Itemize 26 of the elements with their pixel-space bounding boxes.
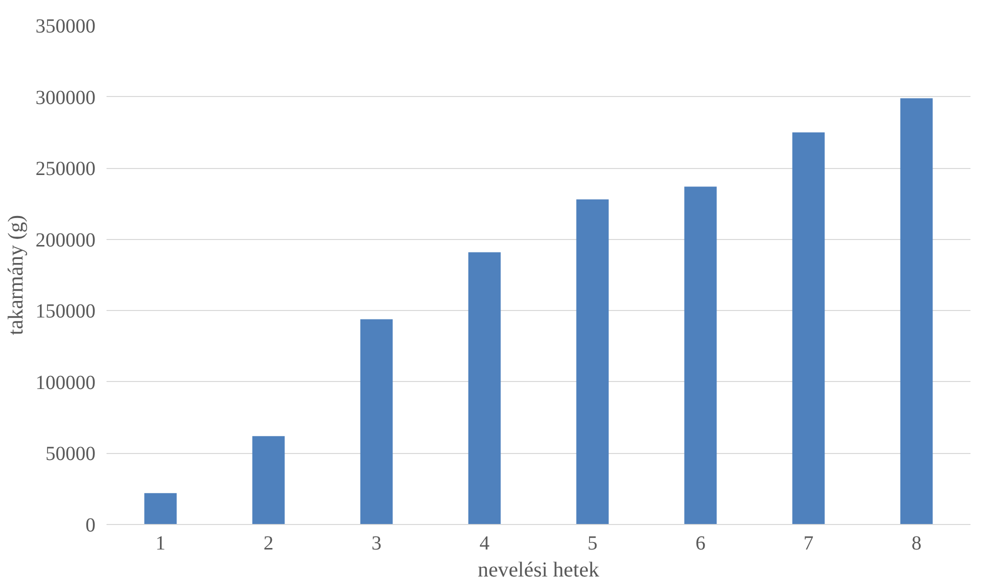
bar xyxy=(684,186,717,524)
x-tick-label: 4 xyxy=(480,532,490,554)
y-tick-label: 100000 xyxy=(36,372,96,394)
x-tick-label: 1 xyxy=(156,532,166,554)
bar xyxy=(900,98,933,524)
bar xyxy=(576,199,609,524)
y-tick-label: 250000 xyxy=(36,158,96,180)
bar xyxy=(360,319,393,524)
x-axis-title: nevelési hetek xyxy=(478,558,600,582)
x-tick-label: 2 xyxy=(264,532,274,554)
y-tick-label: 150000 xyxy=(36,300,96,323)
y-tick-label: 350000 xyxy=(36,16,96,38)
y-axis-title: takarmány (g) xyxy=(4,214,28,336)
y-tick-label: 300000 xyxy=(36,86,96,109)
x-tick-label: 8 xyxy=(912,532,922,554)
x-tick-label: 5 xyxy=(588,532,598,554)
x-tick-label: 7 xyxy=(804,532,814,554)
bar xyxy=(252,436,285,524)
bar xyxy=(144,493,177,524)
x-tick-label: 6 xyxy=(696,532,706,554)
y-tick-label: 50000 xyxy=(46,443,96,466)
bar xyxy=(468,252,501,524)
x-tick-label: 3 xyxy=(372,532,382,554)
y-tick-label: 200000 xyxy=(36,229,96,252)
bar xyxy=(792,132,825,524)
y-tick-label: 0 xyxy=(86,514,96,536)
